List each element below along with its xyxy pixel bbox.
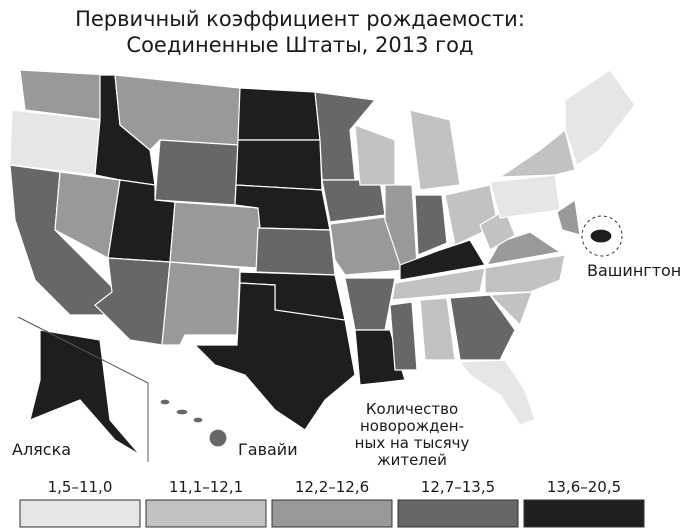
annotation-line: новорожден- (360, 417, 464, 435)
state (354, 124, 396, 186)
state (235, 139, 323, 191)
legend-swatch (397, 499, 519, 528)
state (409, 109, 461, 191)
state (449, 294, 516, 361)
annotation-line: ных на тысячу (355, 434, 470, 452)
state (419, 297, 456, 361)
state (9, 109, 101, 176)
divider (17, 316, 149, 384)
state (564, 69, 636, 166)
title-line: Первичный коэффициент рождаемости: (75, 7, 525, 31)
state (237, 87, 321, 141)
legend-swatch (271, 499, 393, 528)
title-line: Соединенные Штаты, 2013 год (126, 33, 473, 57)
state (497, 128, 576, 178)
annotation-line: Количество (366, 400, 458, 418)
map-label: Аляска (12, 440, 71, 459)
legend-swatch (19, 499, 141, 528)
state (192, 416, 204, 424)
state (329, 216, 406, 276)
state (489, 174, 561, 219)
map-label: Вашингтон (587, 261, 681, 280)
legend-swatch (523, 499, 645, 528)
state (389, 301, 418, 371)
state (161, 261, 241, 346)
legend-label: 1,5–11,0 (48, 478, 113, 496)
inset-circle (581, 215, 623, 257)
state (94, 257, 171, 346)
legend-swatch (145, 499, 267, 528)
legend-label: 13,6–20,5 (547, 478, 621, 496)
annotation-line: жителей (377, 451, 447, 469)
state (484, 254, 566, 294)
state (29, 329, 141, 456)
state (556, 198, 581, 236)
legend: 1,5–11,0 11,1–12,1 12,2–12,6 12,7–13,5 13,6–… (19, 478, 645, 528)
state (208, 428, 228, 448)
state (488, 291, 533, 327)
legend-label: 11,1–12,1 (169, 478, 243, 496)
state (321, 179, 386, 223)
state (175, 408, 189, 416)
map (9, 69, 636, 456)
state (414, 194, 448, 256)
map-label: Гавайи (238, 440, 298, 459)
state (479, 209, 516, 251)
state (391, 267, 486, 301)
legend-label: 12,2–12,6 (295, 478, 369, 496)
legend-label: 12,7–13,5 (421, 478, 495, 496)
state (193, 282, 356, 431)
state (589, 228, 613, 244)
state (159, 398, 171, 406)
state (255, 227, 336, 276)
state (154, 139, 239, 206)
state (344, 277, 396, 331)
state (169, 201, 261, 269)
state (399, 239, 486, 281)
state (458, 359, 536, 426)
